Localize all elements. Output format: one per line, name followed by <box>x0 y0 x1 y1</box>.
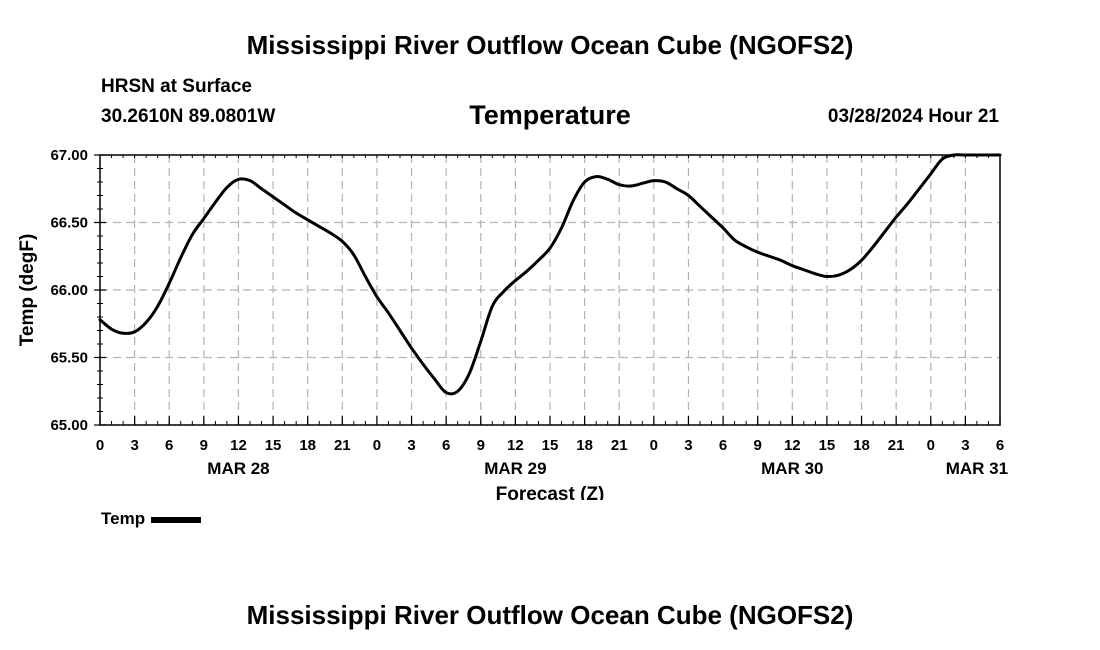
x-tick-label: 9 <box>200 437 208 454</box>
x-tick-label: 18 <box>853 437 870 454</box>
x-tick-label: 0 <box>927 437 935 454</box>
forecast-datetime: 03/28/2024 Hour 21 <box>827 106 999 127</box>
x-tick-label: 6 <box>719 437 727 454</box>
x-tick-label: 6 <box>165 437 173 454</box>
x-tick-label: 6 <box>996 437 1004 454</box>
station-coordinates: 30.2610N 89.0801W <box>101 106 276 127</box>
temperature-chart: 0 3 6 9 12 15 18 21 0 3 6 9 12 15 18 21 0 3 6 9 12 15 18 21 0 3 66… <box>17 147 1008 500</box>
date-label: MAR 29 <box>484 459 546 478</box>
x-tick-label: 12 <box>507 437 524 454</box>
date-label: MAR 30 <box>761 459 823 478</box>
station-label: HRSN at Surface <box>101 76 252 97</box>
repeated-chart-title: Mississippi River Outflow Ocean Cube (NG… <box>246 600 854 630</box>
x-tick-label: 12 <box>784 437 801 454</box>
y-tick-label: 67.00 <box>50 147 88 164</box>
x-tick-label: 0 <box>373 437 381 454</box>
y-tick-label: 66.00 <box>50 282 88 299</box>
x-tick-label: 18 <box>299 437 316 454</box>
x-tick-label: 18 <box>576 437 593 454</box>
x-tick-label: 12 <box>230 437 247 454</box>
y-tick-label: 66.50 <box>50 215 88 232</box>
temp-series-line <box>98 153 1002 396</box>
x-axis-label: Forecast (Z) <box>496 484 605 500</box>
chart-title: Mississippi River Outflow Ocean Cube (NG… <box>246 30 854 60</box>
axis-ticks <box>94 154 1001 426</box>
x-tick-label: 15 <box>265 437 282 454</box>
x-tick-label: 3 <box>407 437 415 454</box>
grid-lines <box>100 155 1000 425</box>
x-tick-label: 15 <box>819 437 836 454</box>
x-tick-label: 15 <box>542 437 559 454</box>
x-tick-label: 6 <box>442 437 450 454</box>
y-tick-label: 65.50 <box>50 350 88 367</box>
x-tick-label: 0 <box>96 437 104 454</box>
date-label: MAR 28 <box>207 459 269 478</box>
x-tick-label: 9 <box>477 437 485 454</box>
legend-label: Temp <box>101 509 146 528</box>
legend-swatch-temp <box>151 516 202 523</box>
variable-title: Temperature <box>469 100 631 130</box>
x-tick-label: 21 <box>888 437 905 454</box>
y-axis-label: Temp (degF) <box>17 234 38 347</box>
legend: Temp <box>101 509 202 529</box>
x-tick-label: 3 <box>684 437 692 454</box>
x-tick-label: 21 <box>611 437 628 454</box>
tick-labels: 0 3 6 9 12 15 18 21 0 3 6 9 12 15 18 21 0 3 6 9 12 15 18 21 0 3 66… <box>50 147 1008 478</box>
x-tick-label: 3 <box>130 437 138 454</box>
x-tick-label: 0 <box>650 437 658 454</box>
y-tick-label: 65.00 <box>50 417 88 434</box>
date-label: MAR 31 <box>946 459 1008 478</box>
x-tick-label: 9 <box>754 437 762 454</box>
x-tick-label: 3 <box>961 437 969 454</box>
x-tick-label: 21 <box>334 437 351 454</box>
